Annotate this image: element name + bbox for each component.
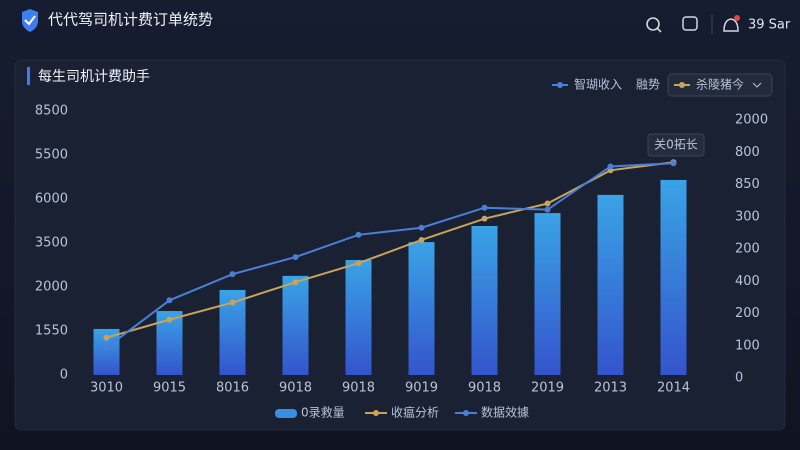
bell-icon[interactable]	[723, 18, 739, 32]
y2-tick-label: 200	[735, 242, 760, 257]
y2-tick-label: 2000	[735, 113, 768, 128]
logo	[22, 9, 38, 32]
x-tick-label: 9015	[153, 381, 186, 396]
y-tick-label: 6000	[35, 192, 68, 207]
control-label[interactable]: 智瑚收入	[574, 77, 622, 92]
y-tick-label: 5500	[35, 148, 68, 163]
legend-label: 数据效據	[481, 405, 529, 420]
dropdown[interactable]	[667, 73, 773, 97]
bar	[282, 275, 309, 375]
y2-tick-label: 800	[735, 145, 760, 160]
y2-tick-label: 400	[735, 274, 760, 289]
point	[544, 206, 551, 213]
y2-tick-label: 100	[735, 338, 760, 353]
point	[481, 204, 488, 211]
search-icon[interactable]	[646, 17, 660, 31]
point	[229, 271, 236, 278]
point	[418, 224, 425, 231]
x-tick-label: 9019	[405, 381, 438, 396]
legend-label: 收瘟分析	[391, 405, 439, 420]
point	[229, 299, 236, 306]
point	[292, 254, 299, 261]
bar	[345, 260, 372, 375]
dropdown-dot	[679, 82, 685, 88]
bar	[597, 194, 624, 375]
point	[418, 236, 425, 243]
panel	[14, 59, 786, 431]
x-tick-label: 2013	[594, 381, 627, 396]
control-dot	[557, 82, 563, 88]
point	[355, 260, 362, 267]
control-label[interactable]: 融势	[636, 78, 660, 92]
logo-check	[24, 15, 36, 26]
annotation: 关0拓长	[654, 138, 698, 152]
y2-tick-label: 0	[735, 371, 743, 386]
y-tick-label: 2000	[35, 280, 68, 295]
x-tick-label: 3010	[90, 381, 123, 396]
user-name[interactable]: 39 Sar	[748, 18, 791, 33]
legend-label: 0录救量	[301, 405, 345, 420]
x-tick-label: 9018	[468, 381, 501, 396]
y-tick-label: 8500	[35, 104, 68, 119]
point	[166, 316, 173, 323]
bar	[471, 225, 498, 375]
x-tick-label: 2019	[531, 381, 564, 396]
message-icon[interactable]	[682, 16, 698, 31]
y-tick-label: 3500	[35, 236, 68, 251]
point	[355, 231, 362, 238]
annotation-box	[647, 133, 705, 157]
x-tick-label: 8016	[216, 381, 249, 396]
x-tick-label: 9018	[279, 381, 312, 396]
point	[670, 160, 677, 167]
panel-accent	[27, 67, 30, 85]
app-title: 代代驾司机计费订单统势	[48, 11, 213, 29]
point	[103, 344, 110, 351]
dropdown-arrow	[752, 82, 762, 88]
y2-tick-label: 850	[735, 177, 760, 192]
notification-dot	[734, 15, 740, 21]
y-tick-label: 1550	[35, 324, 68, 339]
point	[103, 334, 110, 341]
x-tick-label: 9018	[342, 381, 375, 396]
y2-tick-label: 300	[735, 209, 760, 224]
x-tick-label: 2014	[657, 381, 690, 396]
point	[166, 297, 173, 304]
point	[292, 279, 299, 286]
point	[544, 200, 551, 207]
dropdown-label: 杀陵猪今	[696, 77, 744, 92]
line	[105, 162, 674, 349]
legend-dot	[373, 410, 379, 416]
bar	[408, 242, 435, 375]
point	[481, 215, 488, 222]
bar	[660, 179, 687, 375]
bar	[534, 213, 561, 375]
y2-tick-label: 200	[735, 306, 760, 321]
search-icon-handle	[656, 27, 662, 33]
point	[607, 163, 614, 170]
panel-title: 每生司机计费助手	[38, 69, 150, 85]
legend-dot	[463, 410, 469, 416]
y-tick-label: 0	[60, 368, 68, 383]
legend-swatch	[275, 409, 297, 418]
